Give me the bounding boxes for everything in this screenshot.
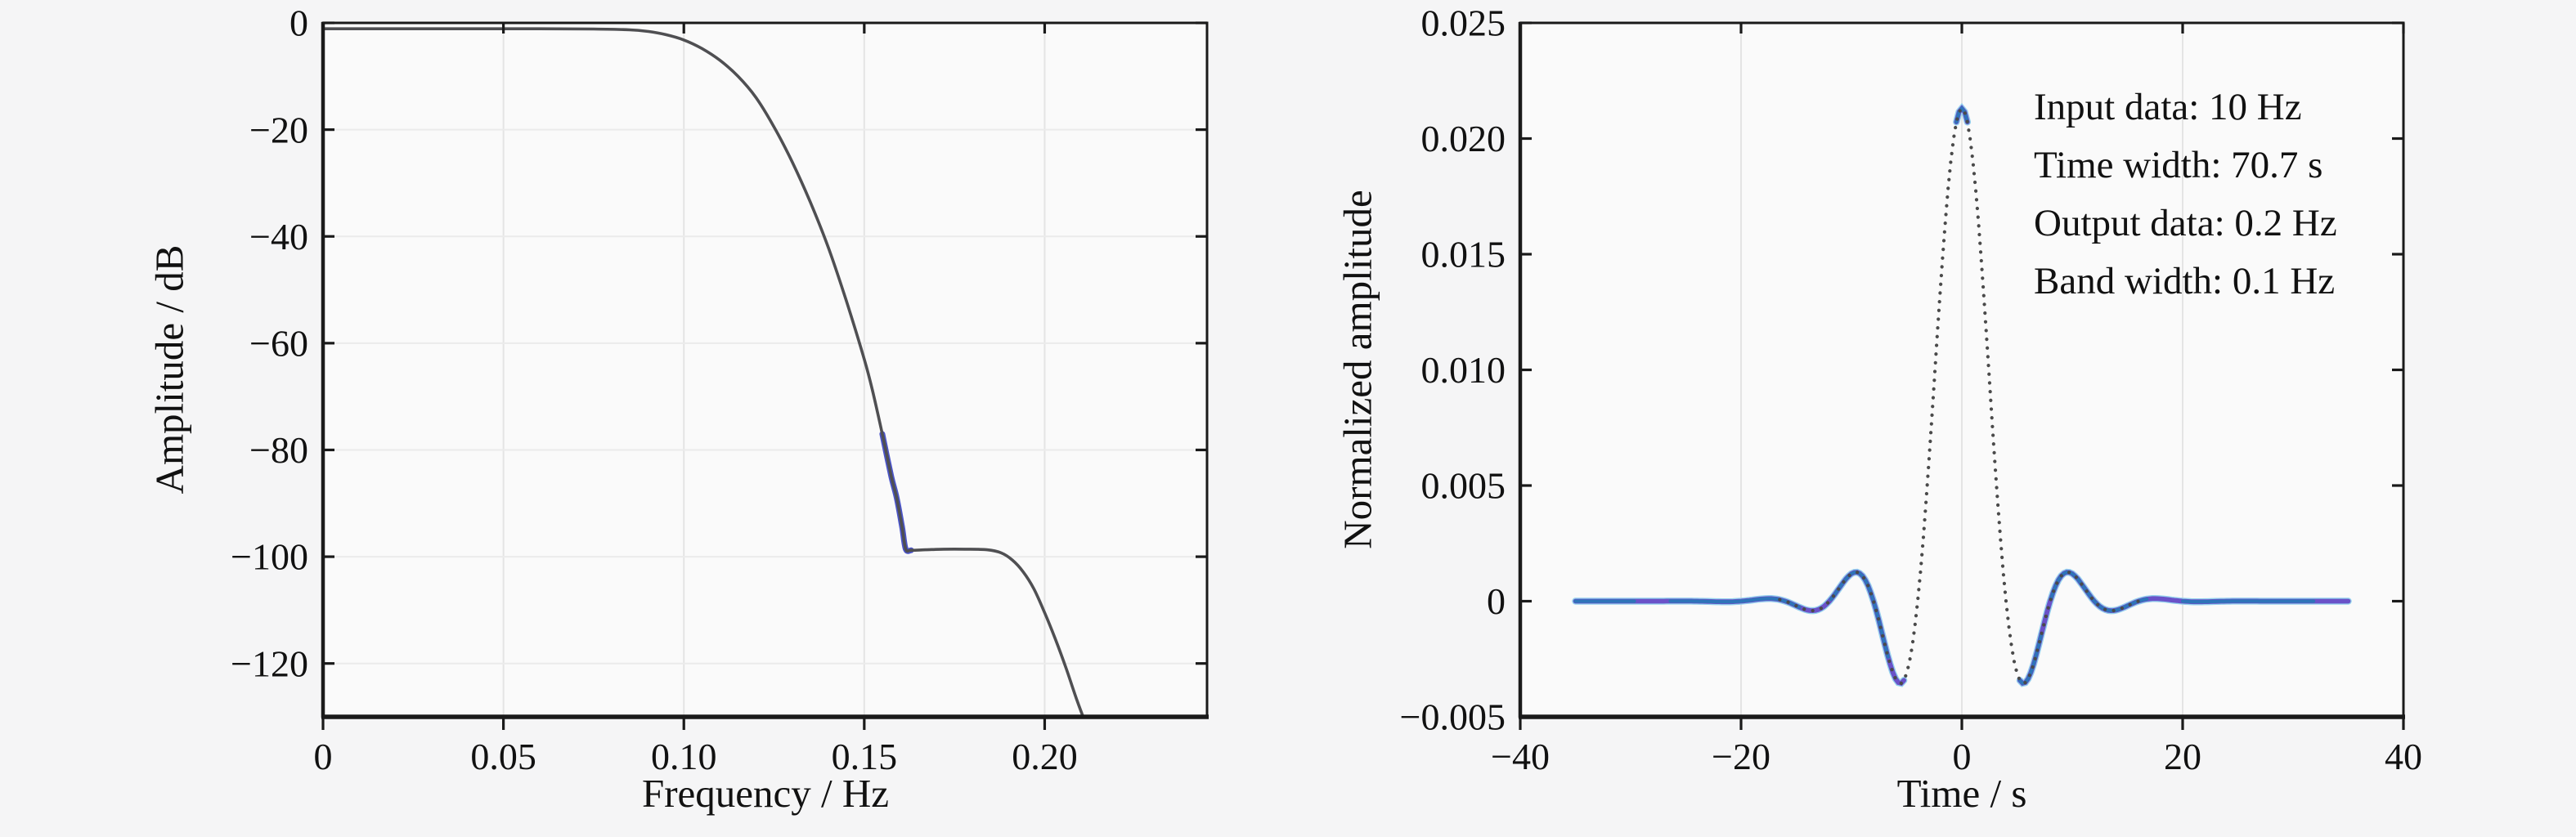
annotation-line-band-width: Band width: 0.1 Hz [2034,260,2336,302]
tick-labels: −40 −20 0 20 40 0.025 0.020 0.015 0.010 0.005 0 −0.… [1400,2,2422,777]
y-tick-label: −60 [249,322,308,364]
y-tick-label: −20 [249,109,308,150]
annotation-line-output-data: Output data: 0.2 Hz [2034,202,2337,244]
y-tick-label: 0 [289,2,308,44]
x-tick-label: 40 [2385,736,2422,777]
wavelet-annotation: Input data: 10 Hz Time width: 70.7 s Out… [2034,78,2337,311]
y-tick-label: 0.015 [1421,234,1506,275]
tick-labels: 0 0.05 0.10 0.15 0.20 0 −20 −40 −60 −80 −100 −120 [231,2,1078,777]
left-x-axis-label: Frequency / Hz [641,771,890,816]
right-y-axis-label: Normalized amplitude [1335,190,1380,549]
right-x-axis-label: Time / s [1896,771,2027,816]
tick-marks [1519,21,2405,730]
y-tick-label: −40 [249,216,308,257]
x-tick-label: 20 [2164,736,2201,777]
annotation-line-input-data: Input data: 10 Hz [2034,86,2302,128]
gridlines [323,23,1207,717]
right-chart: −40 −20 0 20 40 0.025 0.020 0.015 0.010 0.005 0 −0.… [1400,2,2422,777]
curves [1572,102,2352,687]
x-tick-label: 0.05 [470,736,536,777]
curves [323,27,1085,717]
x-tick-label: 0.10 [651,736,717,777]
left-chart: 0 0.05 0.10 0.15 0.20 0 −20 −40 −60 −80 −100 −120 [231,2,1209,777]
y-tick-label: −100 [231,536,308,578]
x-tick-label: 0.20 [1012,736,1078,777]
annotation-line-time-width: Time width: 70.7 s [2034,144,2323,186]
y-tick-label: 0 [1487,580,1506,622]
y-tick-label: −0.005 [1400,696,1506,738]
y-tick-label: 0.010 [1421,349,1506,391]
x-tick-label: 0.15 [832,736,898,777]
x-tick-label: −20 [1712,736,1770,777]
y-tick-label: −120 [231,642,308,684]
x-tick-label: 0 [314,736,333,777]
tick-marks [321,21,1207,730]
left-y-axis-label: Amplitude / dB [146,244,192,495]
y-tick-label: −80 [249,429,308,471]
y-tick-label: 0.020 [1421,118,1506,159]
y-tick-label: 0.005 [1421,465,1506,507]
y-tick-label: 0.025 [1421,2,1506,44]
x-tick-label: 0 [1953,736,1972,777]
plot-area [323,23,1207,717]
x-tick-label: −40 [1491,736,1550,777]
filter-response-curve [323,27,1085,717]
